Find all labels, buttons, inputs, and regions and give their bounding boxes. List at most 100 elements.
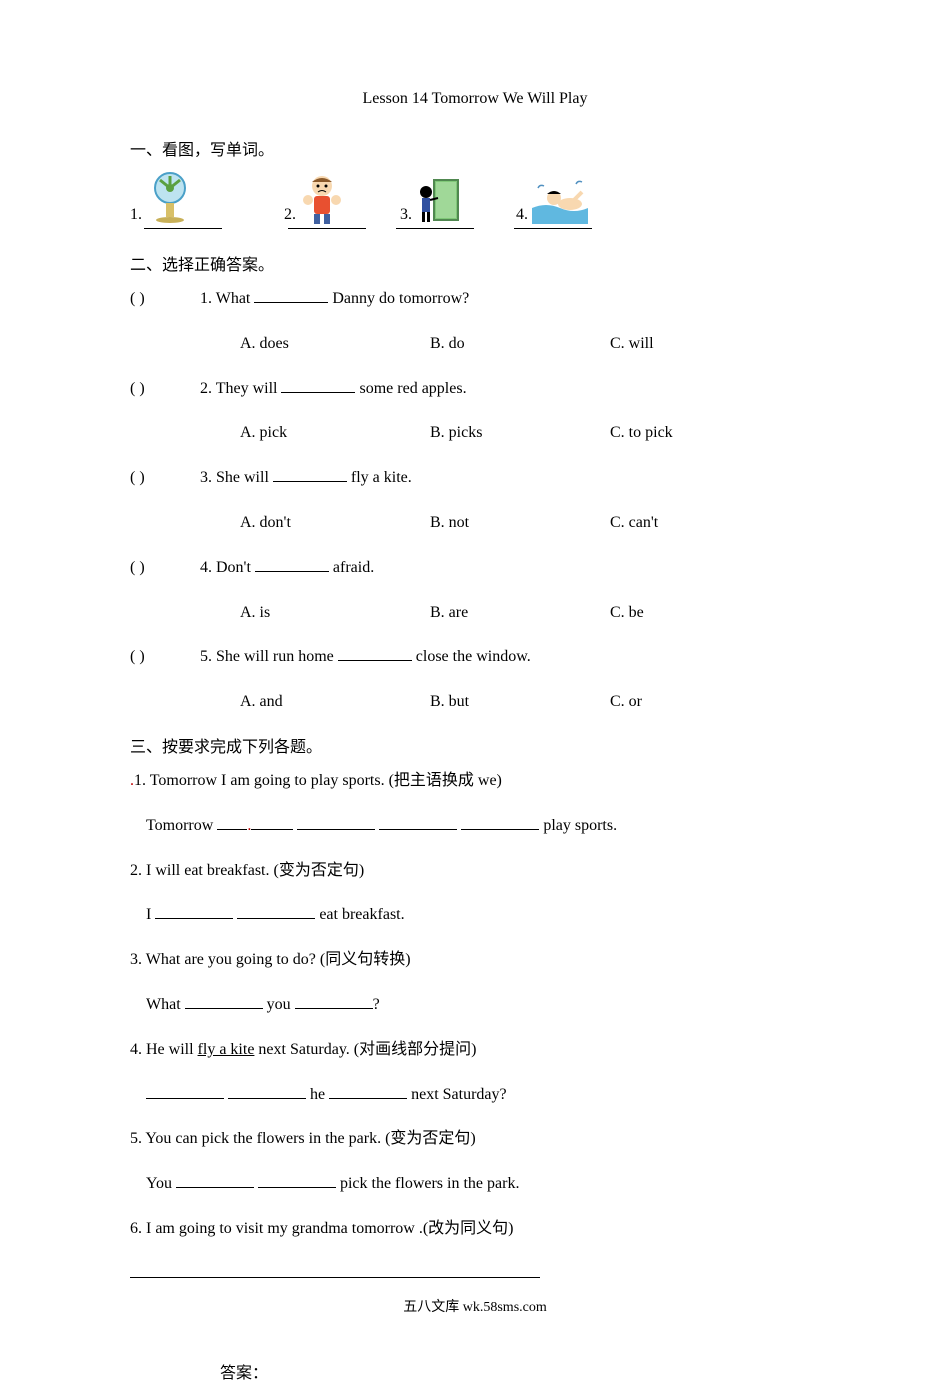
s3-q5-suffix: pick the flowers in the park. (336, 1175, 520, 1192)
section1-heading: 一、看图，写单词。 (130, 136, 820, 160)
image-num-1: 1. (130, 206, 142, 224)
s3-q2-suffix: eat breakfast. (315, 906, 404, 923)
s3-q3-suffix: ? (373, 996, 380, 1013)
fan-icon (146, 170, 194, 224)
s3-q5-fill: You pick the flowers in the park. (130, 1170, 820, 1199)
q-text: 2. They will some red apples. (200, 375, 820, 404)
image-num-2: 2. (284, 206, 296, 224)
answer-label: 答案： (130, 1359, 820, 1383)
opt-a: A. does (240, 330, 430, 359)
opt-b: B. do (430, 330, 610, 359)
s3-q1: .1. Tomorrow I am going to play sports. … (130, 767, 820, 796)
q-before: 2. They will (200, 380, 281, 397)
blank (237, 918, 315, 919)
opts-1: A. does B. do C. will (130, 330, 820, 359)
q-text: 1. What Danny do tomorrow? (200, 285, 820, 314)
s3-q2: 2. I will eat breakfast. (变为否定句) (130, 857, 820, 886)
opt-c: C. will (610, 330, 654, 359)
paren: ( ) (130, 464, 200, 493)
image-num-3: 3. (400, 206, 412, 224)
q2-4: ( ) 4. Don't afraid. (130, 554, 820, 583)
opt-a: A. is (240, 599, 430, 628)
s3-q1-fill: Tomorrow . play sports. (130, 812, 820, 841)
long-blank (130, 1277, 540, 1278)
opt-b: B. are (430, 599, 610, 628)
blank (155, 918, 233, 919)
s3-q6: 6. I am going to visit my grandma tomorr… (130, 1215, 820, 1244)
q2-2: ( ) 2. They will some red apples. (130, 375, 820, 404)
q-after: Danny do tomorrow? (332, 290, 469, 307)
q-after: close the window. (416, 648, 531, 665)
q-after: fly a kite. (351, 469, 412, 486)
s3-q4-mid: he (306, 1086, 329, 1103)
s3-q4: 4. He will fly a kite next Saturday. (对画… (130, 1036, 820, 1065)
s3-q4-suffix: next Saturday? (407, 1086, 507, 1103)
blank (228, 1098, 306, 1099)
s3-q3-mid: you (263, 996, 295, 1013)
q2-3: ( ) 3. She will fly a kite. (130, 464, 820, 493)
q-blank (338, 660, 412, 661)
paren: ( ) (130, 554, 200, 583)
section3-heading: 三、按要求完成下列各题。 (130, 733, 820, 757)
q-blank (273, 481, 347, 482)
page-footer: 五八文库 wk.58sms.com (0, 1296, 950, 1316)
opts-4: A. is B. are C. be (130, 599, 820, 628)
s3-q3-prefix: What (146, 996, 185, 1013)
s3-q2-prefix: I (146, 906, 155, 923)
blank-line-3 (396, 228, 474, 229)
opt-b: B. not (430, 509, 610, 538)
blank (258, 1187, 336, 1188)
open-door-icon (416, 174, 460, 224)
s3-q4-fill: he next Saturday? (130, 1081, 820, 1110)
s3-q2-fill: I eat breakfast. (130, 901, 820, 930)
paren: ( ) (130, 285, 200, 314)
image-item-3: 3. (400, 174, 460, 224)
blank (217, 829, 247, 830)
blank (176, 1187, 254, 1188)
q-text: 4. Don't afraid. (200, 554, 820, 583)
s3-q1-suffix: play sports. (539, 817, 617, 834)
q-before: 3. She will (200, 469, 273, 486)
image-item-1: 1. (130, 170, 194, 224)
s3-q1-prefix: Tomorrow (146, 817, 217, 834)
opt-c: C. can't (610, 509, 658, 538)
blank-line-2 (288, 228, 366, 229)
q-text: 5. She will run home close the window. (200, 643, 820, 672)
q-text: 3. She will fly a kite. (200, 464, 820, 493)
image-item-4: 4. (516, 178, 588, 224)
image-item-2: 2. (284, 172, 344, 224)
angry-boy-icon (300, 172, 344, 224)
paren: ( ) (130, 643, 200, 672)
q-blank (255, 571, 329, 572)
opts-5: A. and B. but C. or (130, 688, 820, 717)
q-before: 5. She will run home (200, 648, 338, 665)
s3-q4-after: next Saturday. (对画线部分提问) (254, 1041, 476, 1058)
swimming-icon (532, 178, 588, 224)
q-after: some red apples. (359, 380, 466, 397)
section1-image-row: 1. 2. (130, 170, 820, 224)
q-blank (281, 392, 355, 393)
s3-q3-fill: What you ? (130, 991, 820, 1020)
opt-c: C. or (610, 688, 642, 717)
s3-q5: 5. You can pick the flowers in the park.… (130, 1125, 820, 1154)
blank (251, 829, 293, 830)
opt-a: A. pick (240, 419, 430, 448)
blank (185, 1008, 263, 1009)
q-after: afraid. (333, 559, 374, 576)
s3-q5-prefix: You (146, 1175, 176, 1192)
image-num-4: 4. (516, 206, 528, 224)
q-before: 4. Don't (200, 559, 255, 576)
s3-q6-fill (130, 1260, 820, 1289)
section2-heading: 二、选择正确答案。 (130, 251, 820, 275)
opt-c: C. be (610, 599, 644, 628)
blank (146, 1098, 224, 1099)
opt-a: A. and (240, 688, 430, 717)
s3-q4-underlined: fly a kite (198, 1041, 255, 1058)
paren: ( ) (130, 375, 200, 404)
blank (295, 1008, 373, 1009)
opt-b: B. picks (430, 419, 610, 448)
q2-1: ( ) 1. What Danny do tomorrow? (130, 285, 820, 314)
opts-2: A. pick B. picks C. to pick (130, 419, 820, 448)
q2-5: ( ) 5. She will run home close the windo… (130, 643, 820, 672)
section1-blank-row (130, 228, 820, 229)
